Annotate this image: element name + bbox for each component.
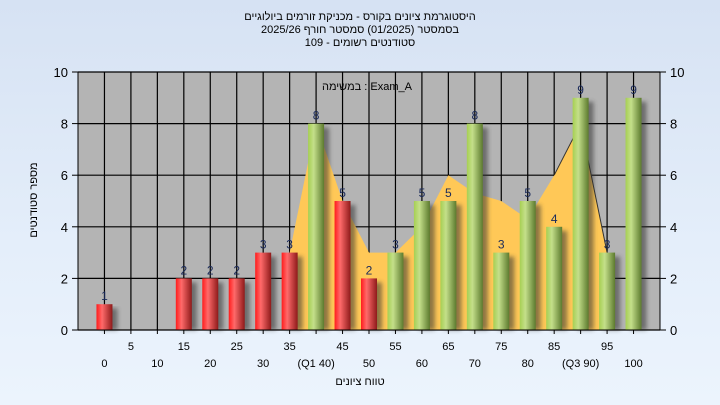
y-tick-label-left: 2 bbox=[61, 271, 68, 286]
bar-value-label: 3 bbox=[604, 238, 611, 252]
y-tick-label-right: 10 bbox=[670, 65, 684, 80]
bar-value-label: 8 bbox=[313, 109, 320, 123]
bar-value-label: 2 bbox=[207, 263, 214, 277]
bar bbox=[308, 123, 325, 330]
bar-value-label: 2 bbox=[180, 263, 187, 277]
bar-value-label: 5 bbox=[524, 186, 531, 200]
y-tick-label-left: 8 bbox=[61, 117, 68, 132]
x-tick-label: 10 bbox=[151, 358, 163, 370]
bar bbox=[599, 252, 616, 330]
bar bbox=[175, 278, 192, 330]
bar bbox=[546, 226, 563, 330]
bar bbox=[202, 278, 219, 330]
chart-title-line1: היסטוגרמת ציונים בקורס - מכניקת זורמים ב… bbox=[244, 11, 476, 23]
bar bbox=[281, 252, 298, 330]
y-tick-label-left: 6 bbox=[61, 168, 68, 183]
bar bbox=[334, 201, 351, 330]
x-tick-label: 75 bbox=[495, 341, 507, 353]
bar bbox=[361, 278, 377, 330]
x-tick-label: 100 bbox=[624, 358, 642, 370]
x-tick-label: 95 bbox=[601, 341, 613, 353]
x-tick-label: 35 bbox=[284, 341, 296, 353]
bar-value-label: 3 bbox=[392, 238, 399, 252]
bar-value-label: 5 bbox=[339, 186, 346, 200]
bar bbox=[255, 252, 272, 330]
bar-value-label: 2 bbox=[233, 263, 240, 277]
bar bbox=[440, 201, 457, 330]
y-tick-label-left: 0 bbox=[61, 323, 68, 338]
y-axis-label: מספר סטודנטים bbox=[28, 162, 40, 237]
x-tick-label: 15 bbox=[178, 341, 190, 353]
x-tick-label: 30 bbox=[257, 358, 269, 370]
x-tick-label: 0 bbox=[101, 358, 107, 370]
y-tick-label-right: 8 bbox=[670, 117, 677, 132]
bar-value-label: 3 bbox=[498, 238, 505, 252]
x-tick-label: 5 bbox=[128, 341, 134, 353]
x-tick-label: 25 bbox=[231, 341, 243, 353]
bar-value-label: 5 bbox=[419, 186, 426, 200]
bar bbox=[466, 123, 483, 330]
y-tick-label-right: 2 bbox=[670, 271, 677, 286]
y-tick-label-right: 6 bbox=[670, 168, 677, 183]
bar-value-label: 9 bbox=[630, 83, 637, 97]
chart-title-line3: סטודנטים רשומים - 109 bbox=[304, 37, 416, 49]
x-tick-label: 70 bbox=[469, 358, 481, 370]
bar bbox=[96, 304, 113, 330]
bar-value-label: 2 bbox=[366, 263, 373, 277]
legend: במשימה : Exam_A bbox=[322, 81, 413, 93]
chart-title-line2: בסמסטר (01/2025) סמסטר חורף 2025/26 bbox=[260, 24, 460, 36]
x-tick-label: 85 bbox=[548, 341, 560, 353]
x-tick-label: (Q1 40) bbox=[297, 358, 334, 370]
x-tick-label: 60 bbox=[416, 358, 428, 370]
bar-value-label: 5 bbox=[445, 186, 452, 200]
y-tick-label-left: 4 bbox=[61, 220, 68, 235]
x-tick-label: 55 bbox=[389, 341, 401, 353]
y-tick-label-left: 10 bbox=[54, 65, 68, 80]
bar bbox=[519, 201, 536, 330]
bar-value-label: 1 bbox=[101, 289, 108, 303]
y-tick-label-right: 0 bbox=[670, 323, 677, 338]
x-tick-label: 50 bbox=[363, 358, 375, 370]
bar-value-label: 8 bbox=[471, 109, 478, 123]
bar-value-label: 3 bbox=[260, 238, 267, 252]
bar bbox=[625, 97, 642, 330]
bar bbox=[493, 252, 510, 330]
x-tick-label: 65 bbox=[442, 341, 454, 353]
bar-value-label: 3 bbox=[286, 238, 293, 252]
bar bbox=[413, 201, 430, 330]
y-tick-label-right: 4 bbox=[670, 220, 677, 235]
bar-value-label: 9 bbox=[577, 83, 584, 97]
x-tick-label: 20 bbox=[204, 358, 216, 370]
bar bbox=[228, 278, 245, 330]
bar bbox=[572, 97, 589, 330]
x-tick-label: 80 bbox=[522, 358, 534, 370]
x-axis-label: טווח ציונים bbox=[335, 376, 384, 388]
bar-value-label: 4 bbox=[551, 212, 558, 226]
bar bbox=[387, 252, 404, 330]
x-tick-label: 45 bbox=[336, 341, 348, 353]
x-tick-label: (Q3 90) bbox=[562, 358, 599, 370]
